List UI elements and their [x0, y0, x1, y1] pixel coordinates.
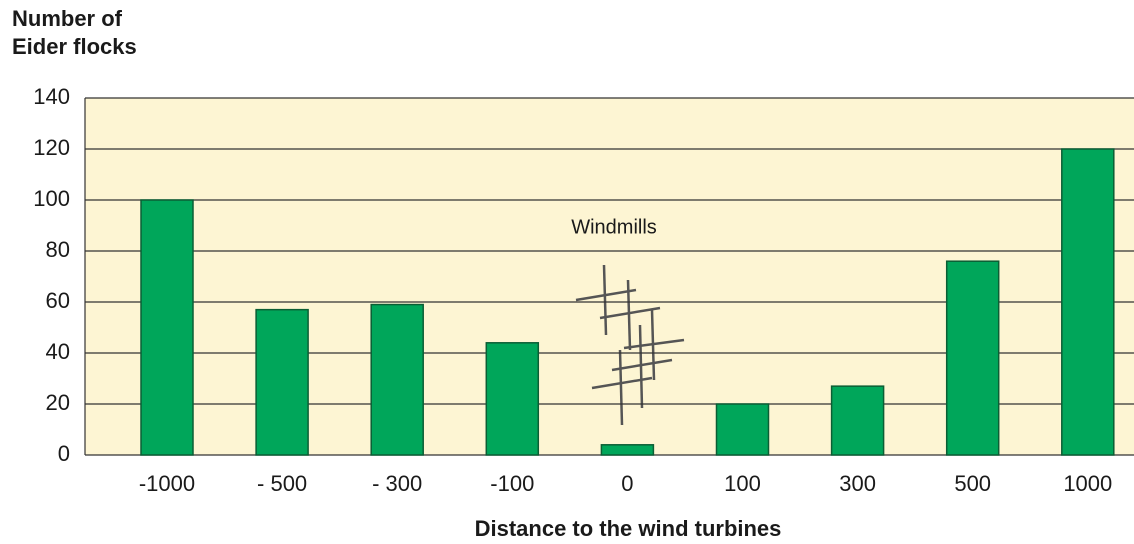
y-axis-label: Number of [12, 6, 123, 31]
y-axis-label: Eider flocks [12, 34, 137, 59]
y-tick-label: 80 [46, 237, 70, 262]
y-tick-label: 0 [58, 441, 70, 466]
bar [715, 403, 770, 456]
x-tick-label: 500 [954, 471, 991, 496]
windmills-icon [575, 264, 685, 426]
x-axis-label: Distance to the wind turbines [475, 516, 782, 541]
y-tick-label: 20 [46, 390, 70, 415]
y-tick-label: 60 [46, 288, 70, 313]
x-tick-label: 0 [621, 471, 633, 496]
x-tick-label: -100 [490, 471, 534, 496]
x-tick-label: - 300 [372, 471, 422, 496]
bar [370, 303, 424, 456]
bar [1061, 148, 1115, 456]
bar [140, 199, 194, 456]
y-tick-label: 100 [33, 186, 70, 211]
y-tick-label: 40 [46, 339, 70, 364]
bar [485, 342, 540, 456]
x-tick-label: 100 [724, 471, 761, 496]
annotation: Windmills [571, 216, 657, 238]
x-tick-label: - 500 [257, 471, 307, 496]
bar [945, 260, 1000, 456]
x-tick-label: 1000 [1063, 471, 1112, 496]
bar [830, 385, 885, 456]
y-tick-label: 140 [33, 84, 70, 109]
bar [600, 444, 655, 456]
bar [255, 308, 309, 456]
y-tick-label: 120 [33, 135, 70, 160]
x-tick-label: 300 [839, 471, 876, 496]
x-tick-label: -1000 [139, 471, 195, 496]
